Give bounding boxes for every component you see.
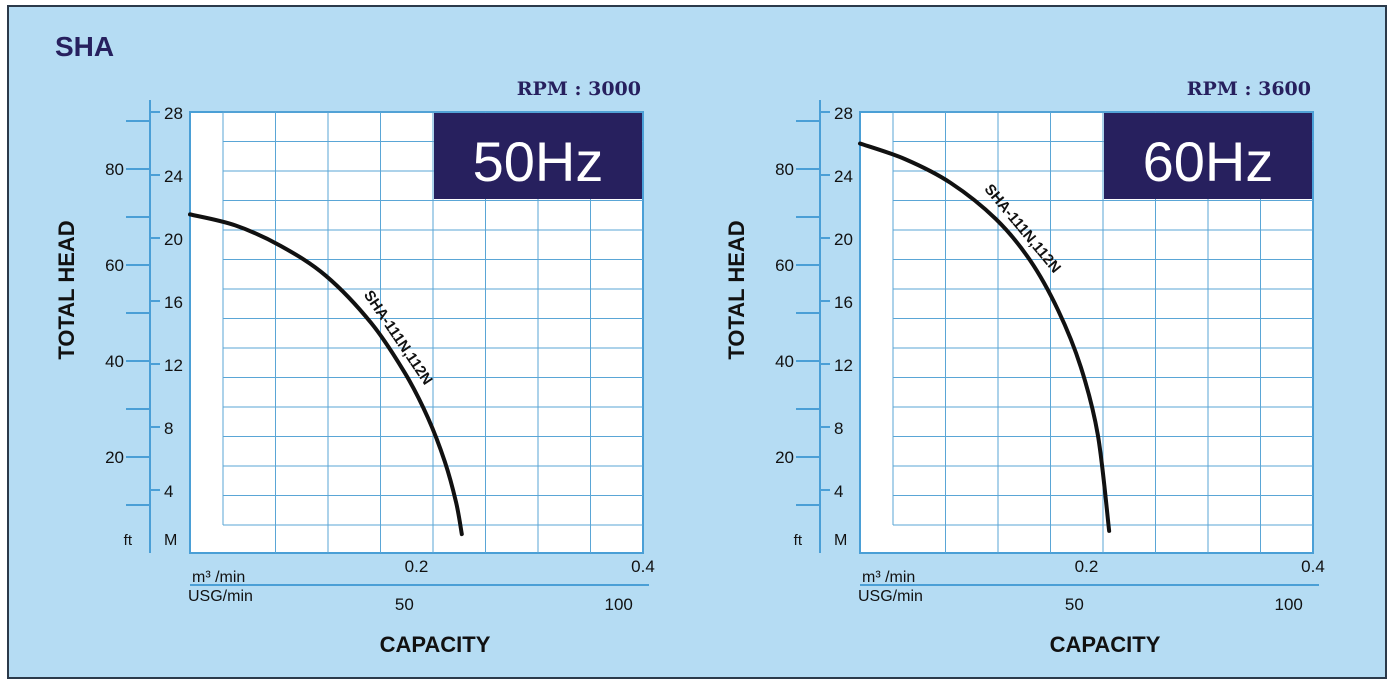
y-unit-ft: ft [124, 532, 133, 549]
y-tick-label-ft: 80 [105, 160, 124, 179]
y-unit-ft: ft [794, 532, 803, 549]
y-tick-label-m: 20 [164, 230, 183, 249]
x-unit-usg: USG/min [188, 588, 253, 605]
y-tick-label-m: 4 [834, 482, 843, 501]
y-tick-label-m: 8 [164, 419, 173, 438]
y-tick-label-m: 20 [834, 230, 853, 249]
y-tick-label-m: 16 [164, 293, 183, 312]
y-tick-label-m: 8 [834, 419, 843, 438]
x-unit-m3: m³ /min [862, 569, 915, 586]
y-axis-label: TOTAL HEAD [54, 220, 79, 359]
x-tick-label-usg: 50 [395, 595, 414, 614]
y-tick-label-m: 12 [164, 356, 183, 375]
x-unit-m3: m³ /min [192, 569, 245, 586]
series-line [858, 141, 1112, 533]
rpm-label: RPM : 3600 [1187, 78, 1311, 100]
y-unit-m: M [834, 532, 847, 549]
x-axis-label: CAPACITY [1050, 632, 1161, 657]
y-tick-label-m: 24 [834, 167, 853, 186]
rpm-label: RPM : 3000 [517, 78, 641, 100]
frequency-badge-label: 50Hz [473, 130, 604, 193]
x-tick-label-m3: 0.2 [1075, 557, 1099, 576]
chart-50hz: 4 8 12 16 20 24 28 M 20 40 60 80 ft TOTAL HEAD m³ /min… [54, 78, 655, 657]
y-tick-label-ft: 60 [775, 256, 794, 275]
y-tick-label-ft: 60 [105, 256, 124, 275]
y-tick-label-ft: 20 [775, 448, 794, 467]
x-axis-label: CAPACITY [380, 632, 491, 657]
frequency-badge [1104, 113, 1312, 199]
charts-layer: 4 8 12 16 20 24 28 M 20 40 60 80 ft TOTAL HEAD m³ /min… [54, 78, 1325, 657]
x-tick-label-m3: 0.2 [405, 557, 429, 576]
y-tick-label-ft: 40 [105, 352, 124, 371]
y-tick-label-m: 16 [834, 293, 853, 312]
y-tick-label-m: 24 [164, 167, 183, 186]
page-title: SHA [55, 31, 114, 62]
y-tick-label-m: 28 [164, 104, 183, 123]
y-tick-label-m: 28 [834, 104, 853, 123]
y-tick-label-ft: 80 [775, 160, 794, 179]
x-tick-label-m3: 0.4 [1301, 557, 1325, 576]
x-tick-label-usg: 100 [1275, 595, 1303, 614]
frequency-badge-label: 60Hz [1143, 130, 1274, 193]
y-tick-label-ft: 20 [105, 448, 124, 467]
series-line [188, 212, 464, 537]
x-tick-label-usg: 100 [605, 595, 633, 614]
x-unit-usg: USG/min [858, 588, 923, 605]
x-tick-label-m3: 0.4 [631, 557, 655, 576]
chart-60hz: 4 8 12 16 20 24 28 M 20 40 60 80 ft TOTAL HEAD m³ /min… [724, 78, 1325, 657]
frequency-badge [434, 113, 642, 199]
y-tick-label-ft: 40 [775, 352, 794, 371]
x-tick-label-usg: 50 [1065, 595, 1084, 614]
y-tick-label-m: 12 [834, 356, 853, 375]
y-axis-label: TOTAL HEAD [724, 220, 749, 359]
y-unit-m: M [164, 532, 177, 549]
y-tick-label-m: 4 [164, 482, 173, 501]
